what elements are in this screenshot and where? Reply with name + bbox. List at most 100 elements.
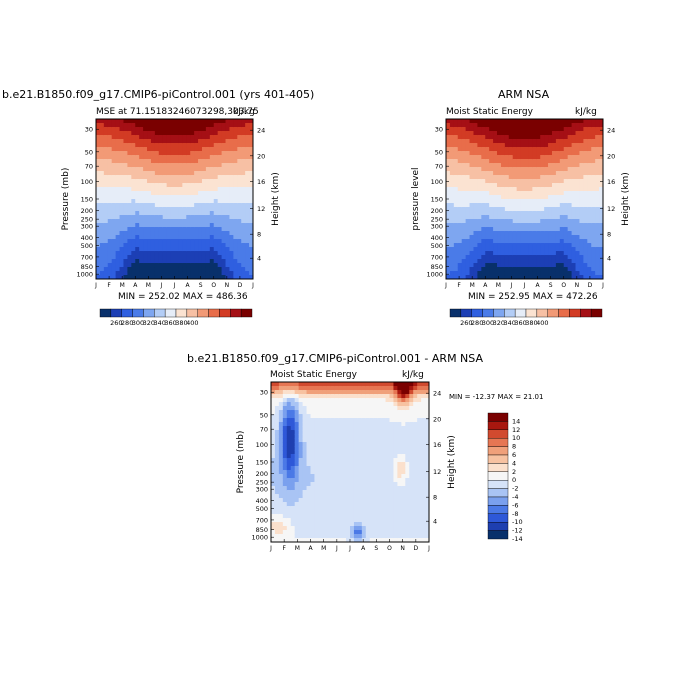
colorbar3-box — [487, 471, 509, 481]
colorbar2-label: 340 — [504, 319, 516, 327]
panel2-ytick-right-label: 4 — [607, 255, 611, 263]
colorbar1-label: 380 — [175, 319, 187, 327]
panel2-ytick-label: 50 — [435, 148, 443, 156]
colorbar3-label: -2 — [512, 485, 518, 493]
panel3-xtick-label: O — [387, 545, 392, 552]
colorbar2-label: 380 — [525, 319, 537, 327]
colorbar3-label: 2 — [512, 468, 516, 476]
colorbar1-box — [143, 308, 155, 318]
colorbar1-box — [186, 308, 198, 318]
colorbar3-box — [487, 429, 509, 439]
panel2-ytick-label: 850 — [431, 263, 443, 271]
panel1-xtick-label: D — [238, 282, 243, 289]
panel2-ytick-label: 150 — [431, 196, 443, 204]
panel1-left-label: MSE at 71.15183246073298,303.75 — [96, 107, 259, 117]
panel3-ytick-right-label: 8 — [433, 494, 437, 502]
panel3-title: b.e21.B1850.f09_g17.CMIP6-piControl.001 … — [187, 352, 483, 365]
panel1-ytick-right-label: 24 — [257, 127, 265, 135]
colorbar1-label: 360 — [164, 319, 176, 327]
panel1-ytick-right-label: 20 — [257, 152, 265, 160]
panel3-ytick-label: 1000 — [251, 534, 268, 542]
panel2-xtick-label: J — [523, 282, 526, 289]
panel2-xtick-label: D — [588, 282, 593, 289]
panel1-xtick-label: M — [146, 282, 151, 289]
panel1-xtick-label: A — [133, 282, 138, 289]
panel1-field — [96, 119, 254, 280]
panel1-right-label: kJ/kg — [233, 107, 255, 117]
panel2-xtick-label: J — [510, 282, 513, 289]
panel1-ytick-right-label: 16 — [257, 178, 265, 186]
panel3-ylabel-right: Height (km) — [447, 435, 457, 489]
panel2-ytick-label: 30 — [435, 126, 443, 134]
panel2-ytick-label: 250 — [431, 216, 443, 224]
panel3-ytick-right-label: 24 — [433, 390, 441, 398]
colorbar1-box — [208, 308, 220, 318]
panel2-ytick-label: 1000 — [426, 271, 443, 279]
panel3-ytick-label: 500 — [256, 505, 268, 513]
panel3-xtick-label: J — [335, 545, 338, 552]
colorbar2-label: 360 — [514, 319, 526, 327]
panel3-ytick-right-label: 20 — [433, 415, 441, 423]
panel1-ytick-label: 150 — [81, 196, 93, 204]
colorbar2-label: 400 — [536, 319, 548, 327]
panel3-ytick-label: 70 — [260, 426, 268, 434]
panel2-ytick-label: 100 — [431, 178, 443, 186]
colorbar2-box — [471, 308, 483, 318]
colorbar1-box — [121, 308, 133, 318]
colorbar2-box — [514, 308, 527, 318]
panel2-left-label: Moist Static Energy — [446, 107, 533, 117]
panel2-xtick-label: M — [496, 282, 501, 289]
panel3-xtick-label: J — [427, 545, 430, 552]
colorbar1-box — [110, 308, 122, 318]
panel2-xtick-label: J — [444, 282, 447, 289]
colorbar3-box — [487, 446, 509, 456]
panel3-left-label: Moist Static Energy — [270, 370, 357, 380]
colorbar2-label: 320 — [493, 319, 505, 327]
panel3-xtick-label: A — [361, 545, 366, 552]
panel2-xtick-label: A — [483, 282, 488, 289]
panel1-ytick-label: 300 — [81, 223, 93, 231]
colorbar3-label: 8 — [512, 443, 516, 451]
panel2-stats: MIN = 252.95 MAX = 472.26 — [468, 292, 598, 302]
colorbar3-label: 6 — [512, 451, 516, 459]
colorbar1-box — [164, 308, 177, 318]
panel1-ytick-label: 70 — [85, 163, 93, 171]
panel2-ytick-right-label: 8 — [607, 231, 611, 239]
panel2-xtick-label: A — [536, 282, 541, 289]
panel1-ytick-label: 400 — [81, 234, 93, 242]
colorbar2-box — [580, 308, 592, 318]
panel2-ytick-label: 70 — [435, 163, 443, 171]
panel1-ytick-right-label: 4 — [257, 255, 261, 263]
colorbar3-label: -4 — [512, 493, 518, 501]
panel1-xtick-label: J — [251, 282, 254, 289]
panel3-stats: MIN = -12.37 MAX = 21.01 — [449, 393, 544, 401]
panel3-ytick-label: 700 — [256, 516, 268, 524]
panel2-field — [446, 119, 604, 280]
colorbar2-box — [536, 308, 548, 318]
panel3-xtick-label: S — [374, 545, 378, 552]
colorbar1-box — [154, 308, 166, 318]
panel3-ytick-label: 850 — [256, 526, 268, 534]
colorbar2-box — [482, 308, 494, 318]
colorbar3-label: 0 — [512, 476, 516, 484]
colorbar2-box — [449, 308, 462, 318]
panel3-right-label: kJ/kg — [402, 370, 424, 380]
panel1-ytick-label: 50 — [85, 148, 93, 156]
panel3-ytick-label: 250 — [256, 479, 268, 487]
panel2-xtick-label: M — [470, 282, 475, 289]
colorbar3-box — [487, 496, 509, 506]
panel1-ytick-label: 500 — [81, 242, 93, 250]
colorbar1-box — [197, 308, 209, 318]
colorbar3-box — [487, 513, 509, 523]
panel3-ytick-right-label: 12 — [433, 468, 441, 476]
colorbar3-label: 12 — [512, 426, 520, 434]
panel1-title: b.e21.B1850.f09_g17.CMIP6-piControl.001 … — [2, 88, 315, 101]
panel1-xtick-label: A — [186, 282, 191, 289]
panel2-xtick-label: J — [601, 282, 604, 289]
colorbar1-label: 280 — [121, 319, 133, 327]
panel2-right-label: kJ/kg — [575, 107, 597, 117]
colorbar1-box — [230, 308, 242, 318]
panel3-ytick-right-label: 4 — [433, 518, 437, 526]
colorbar1-box — [175, 308, 188, 318]
